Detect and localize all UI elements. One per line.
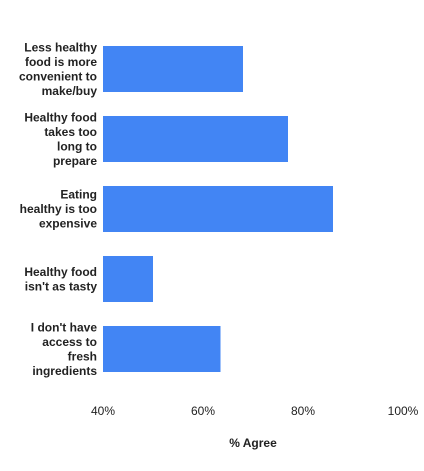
category-label-line: Healthy food bbox=[24, 110, 97, 124]
category-label-line: takes too bbox=[44, 125, 97, 139]
category-label-3: Healthy food isn't as tasty bbox=[24, 265, 97, 294]
category-label-line: Healthy food bbox=[24, 265, 97, 279]
category-label-line: Eating bbox=[60, 188, 97, 202]
category-label-line: convenient to bbox=[19, 69, 97, 83]
category-label-2: Eating healthy is too expensive bbox=[20, 188, 98, 231]
bar-0 bbox=[103, 46, 243, 92]
category-label-1: Healthy food takes too long to prepare bbox=[24, 110, 97, 168]
bar-1 bbox=[103, 116, 288, 162]
category-label-line: healthy is too bbox=[20, 202, 97, 216]
bars-group bbox=[103, 46, 333, 372]
category-label-line: ingredients bbox=[32, 364, 97, 378]
category-labels-group: Less healthy food is more convenient to mak… bbox=[19, 40, 97, 378]
bar-4 bbox=[103, 326, 221, 372]
category-label-line: Less healthy bbox=[24, 40, 97, 54]
category-label-line: I don't have bbox=[31, 320, 98, 334]
category-label-line: isn't as tasty bbox=[25, 279, 98, 293]
category-label-line: prepare bbox=[53, 154, 97, 168]
x-tick-label-0: 40% bbox=[91, 404, 115, 418]
category-label-line: fresh bbox=[68, 349, 97, 363]
x-tick-label-3: 100% bbox=[388, 404, 419, 418]
bar-2 bbox=[103, 186, 333, 232]
category-label-0: Less healthy food is more convenient to mak… bbox=[19, 40, 97, 98]
category-label-line: long to bbox=[57, 139, 97, 153]
category-label-line: expensive bbox=[39, 217, 97, 231]
category-label-4: I don't have access to fresh ingredients bbox=[31, 320, 98, 378]
category-label-line: make/buy bbox=[42, 84, 98, 98]
category-label-line: food is more bbox=[25, 55, 97, 69]
x-tick-label-2: 80% bbox=[291, 404, 315, 418]
x-axis-title: % Agree bbox=[229, 436, 277, 450]
x-tick-label-1: 60% bbox=[191, 404, 215, 418]
bar-3 bbox=[103, 256, 153, 302]
category-label-line: access to bbox=[42, 335, 97, 349]
x-tick-labels-group: 40% 60% 80% 100% bbox=[91, 404, 419, 418]
